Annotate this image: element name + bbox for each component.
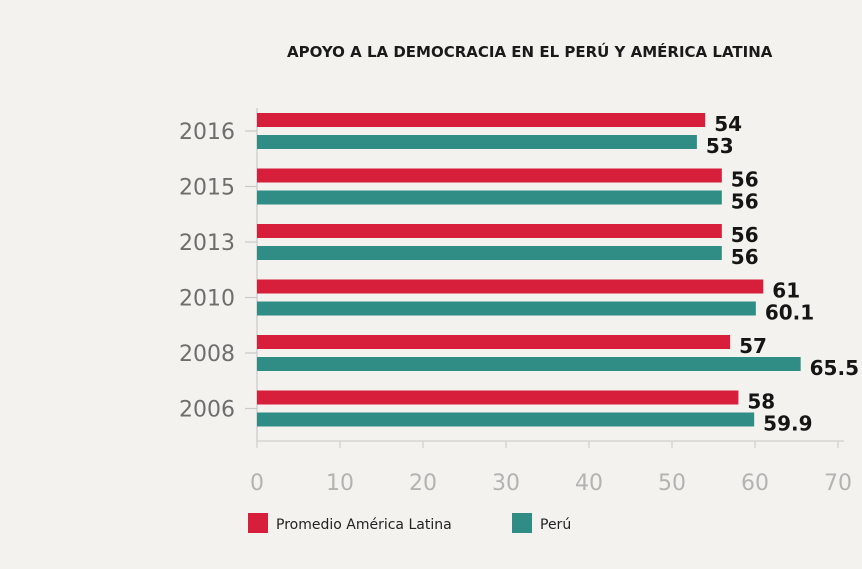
bar-latam-2016 (257, 113, 706, 127)
data-label: 56 (731, 245, 759, 269)
axes: 0 10 20 30 40 50 60 70 2016 2015 2013 2010 2008 2006 (179, 108, 852, 496)
data-label: 57 (739, 334, 767, 358)
x-tick-label: 0 (250, 471, 264, 496)
legend-label: Promedio América Latina (276, 517, 452, 533)
y-tick-label: 2008 (179, 342, 235, 367)
legend-swatch (512, 513, 532, 533)
y-tick-label: 2015 (179, 176, 235, 201)
x-tick-label: 20 (409, 471, 437, 496)
bar-peru-2015 (257, 190, 722, 205)
chart-title: APOYO A LA DEMOCRACIA EN EL PERÚ Y AMÉRI… (287, 42, 773, 61)
x-tick-label: 60 (741, 471, 769, 496)
bar-peru-2013 (257, 246, 722, 260)
data-label: 53 (706, 134, 734, 158)
data-label: 56 (731, 168, 759, 192)
bar-peru-2016 (257, 135, 697, 149)
y-tick-label: 2006 (179, 398, 235, 423)
y-tick-label: 2010 (179, 287, 235, 312)
data-label: 58 (747, 390, 775, 414)
bars (257, 113, 801, 427)
legend-label: Perú (540, 517, 571, 533)
data-label: 56 (731, 190, 759, 214)
x-tick-label: 30 (492, 471, 520, 496)
data-label: 56 (731, 223, 759, 247)
bar-latam-2010 (257, 279, 764, 294)
data-label: 60.1 (765, 301, 814, 325)
bar-latam-2006 (257, 390, 739, 405)
legend: Promedio América Latina Perú (248, 513, 571, 533)
x-tick-label: 10 (326, 471, 354, 496)
y-tick-label: 2016 (179, 120, 235, 145)
data-label: 59.9 (763, 412, 812, 436)
data-label: 65.5 (810, 356, 859, 380)
bar-peru-2006 (257, 412, 755, 427)
bar-peru-2008 (257, 357, 801, 371)
bar-latam-2013 (257, 224, 722, 238)
y-tick-label: 2013 (179, 231, 235, 256)
x-tick-label: 40 (575, 471, 603, 496)
data-label: 61 (772, 279, 800, 303)
bar-latam-2015 (257, 168, 722, 183)
x-tick-label: 70 (824, 471, 852, 496)
bar-peru-2010 (257, 301, 756, 316)
legend-swatch (248, 513, 268, 533)
data-label: 54 (714, 112, 742, 136)
x-tick-label: 50 (658, 471, 686, 496)
bar-latam-2008 (257, 335, 731, 349)
